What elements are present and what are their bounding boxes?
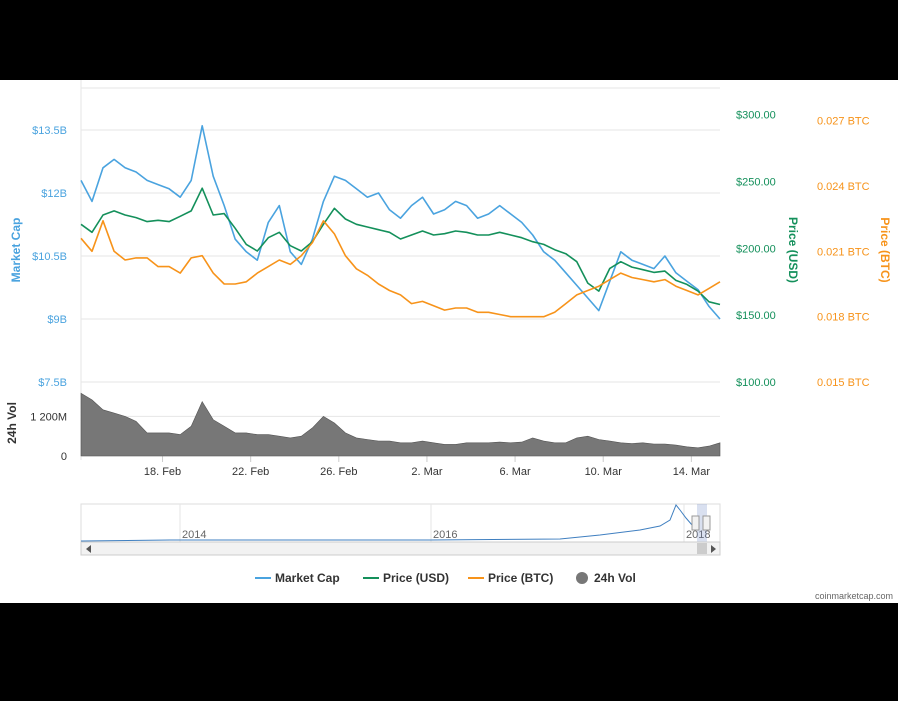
usd-axis-tick: $200.00 bbox=[736, 243, 776, 255]
left-axis-title: Market Cap bbox=[9, 218, 23, 283]
axis-labels-layer: $13.5B $12B $10.5B $9B $7.5B $300.00 $250.00 $2… bbox=[5, 110, 892, 478]
legend-label: Market Cap bbox=[275, 571, 340, 585]
usd-axis-title: Price (USD) bbox=[786, 217, 800, 283]
chart-svg: $13.5B $12B $10.5B $9B $7.5B $300.00 $250.00 $2… bbox=[0, 80, 898, 603]
volume-axis-title: 24h Vol bbox=[5, 402, 19, 444]
volume-area bbox=[80, 392, 721, 457]
usd-axis-tick: $300.00 bbox=[736, 110, 776, 122]
x-axis-tick: 22. Feb bbox=[232, 466, 269, 478]
volume-axis-tick: 0 bbox=[61, 451, 67, 463]
legend: Market Cap Price (USD) Price (BTC) 24h Vol bbox=[255, 571, 636, 585]
legend-item[interactable]: Market Cap bbox=[255, 571, 340, 585]
x-axis-tick: 10. Mar bbox=[585, 466, 623, 478]
btc-axis-title: Price (BTC) bbox=[878, 217, 892, 282]
navigator-tick: 2018 bbox=[686, 529, 710, 541]
navigator-handle-right[interactable] bbox=[702, 515, 711, 531]
legend-item[interactable]: Price (BTC) bbox=[468, 571, 553, 585]
navigator-scrollbar[interactable] bbox=[80, 541, 721, 556]
navigator-handle-left[interactable] bbox=[691, 515, 700, 531]
legend-item[interactable]: Price (USD) bbox=[363, 571, 449, 585]
legend-label: Price (USD) bbox=[383, 571, 449, 585]
btc-axis-tick: 0.024 BTC bbox=[817, 181, 870, 193]
navigator-scrollbar-thumb[interactable] bbox=[697, 543, 707, 554]
left-axis-tick: $12B bbox=[41, 188, 67, 200]
volume-axis-tick: 1 200M bbox=[30, 411, 67, 423]
legend-label: Price (BTC) bbox=[488, 571, 553, 585]
price-btc-line bbox=[80, 220, 721, 318]
x-axis-tick: 18. Feb bbox=[144, 466, 181, 478]
navigator-selection bbox=[697, 504, 707, 542]
market-cap-line bbox=[80, 125, 721, 320]
navigator: 2014 2016 2018 bbox=[80, 503, 721, 556]
left-axis-tick: $13.5B bbox=[32, 125, 67, 137]
legend-symbol bbox=[576, 572, 588, 584]
usd-axis-tick: $250.00 bbox=[736, 177, 776, 189]
left-axis-tick: $10.5B bbox=[32, 251, 67, 263]
price-usd-line bbox=[80, 187, 721, 306]
x-axis-tick: 6. Mar bbox=[499, 466, 531, 478]
credit-text[interactable]: coinmarketcap.com bbox=[815, 591, 893, 601]
btc-axis-tick: 0.018 BTC bbox=[817, 312, 870, 324]
navigator-tick: 2016 bbox=[433, 529, 457, 541]
btc-axis-tick: 0.021 BTC bbox=[817, 246, 870, 258]
left-axis-tick: $9B bbox=[47, 314, 67, 326]
scroll-right-arrow-icon[interactable] bbox=[711, 545, 716, 553]
usd-axis-tick: $150.00 bbox=[736, 310, 776, 322]
x-axis-tick: 2. Mar bbox=[411, 466, 443, 478]
legend-item[interactable]: 24h Vol bbox=[576, 571, 636, 585]
x-axis-tick: 14. Mar bbox=[673, 466, 711, 478]
navigator-tick: 2014 bbox=[182, 529, 206, 541]
btc-axis-tick: 0.027 BTC bbox=[817, 116, 870, 128]
navigator-frame bbox=[80, 503, 721, 543]
chart-panel: $13.5B $12B $10.5B $9B $7.5B $300.00 $250.00 $2… bbox=[0, 80, 898, 603]
btc-axis-tick: 0.015 BTC bbox=[817, 377, 870, 389]
left-axis-tick: $7.5B bbox=[38, 377, 67, 389]
x-axis-tick: 26. Feb bbox=[320, 466, 357, 478]
series-lines-layer bbox=[80, 125, 721, 320]
legend-label: 24h Vol bbox=[594, 571, 636, 585]
navigator-series bbox=[80, 504, 697, 542]
volume-area-layer bbox=[80, 392, 721, 457]
usd-axis-tick: $100.00 bbox=[736, 377, 776, 389]
scroll-left-arrow-icon[interactable] bbox=[86, 545, 91, 553]
